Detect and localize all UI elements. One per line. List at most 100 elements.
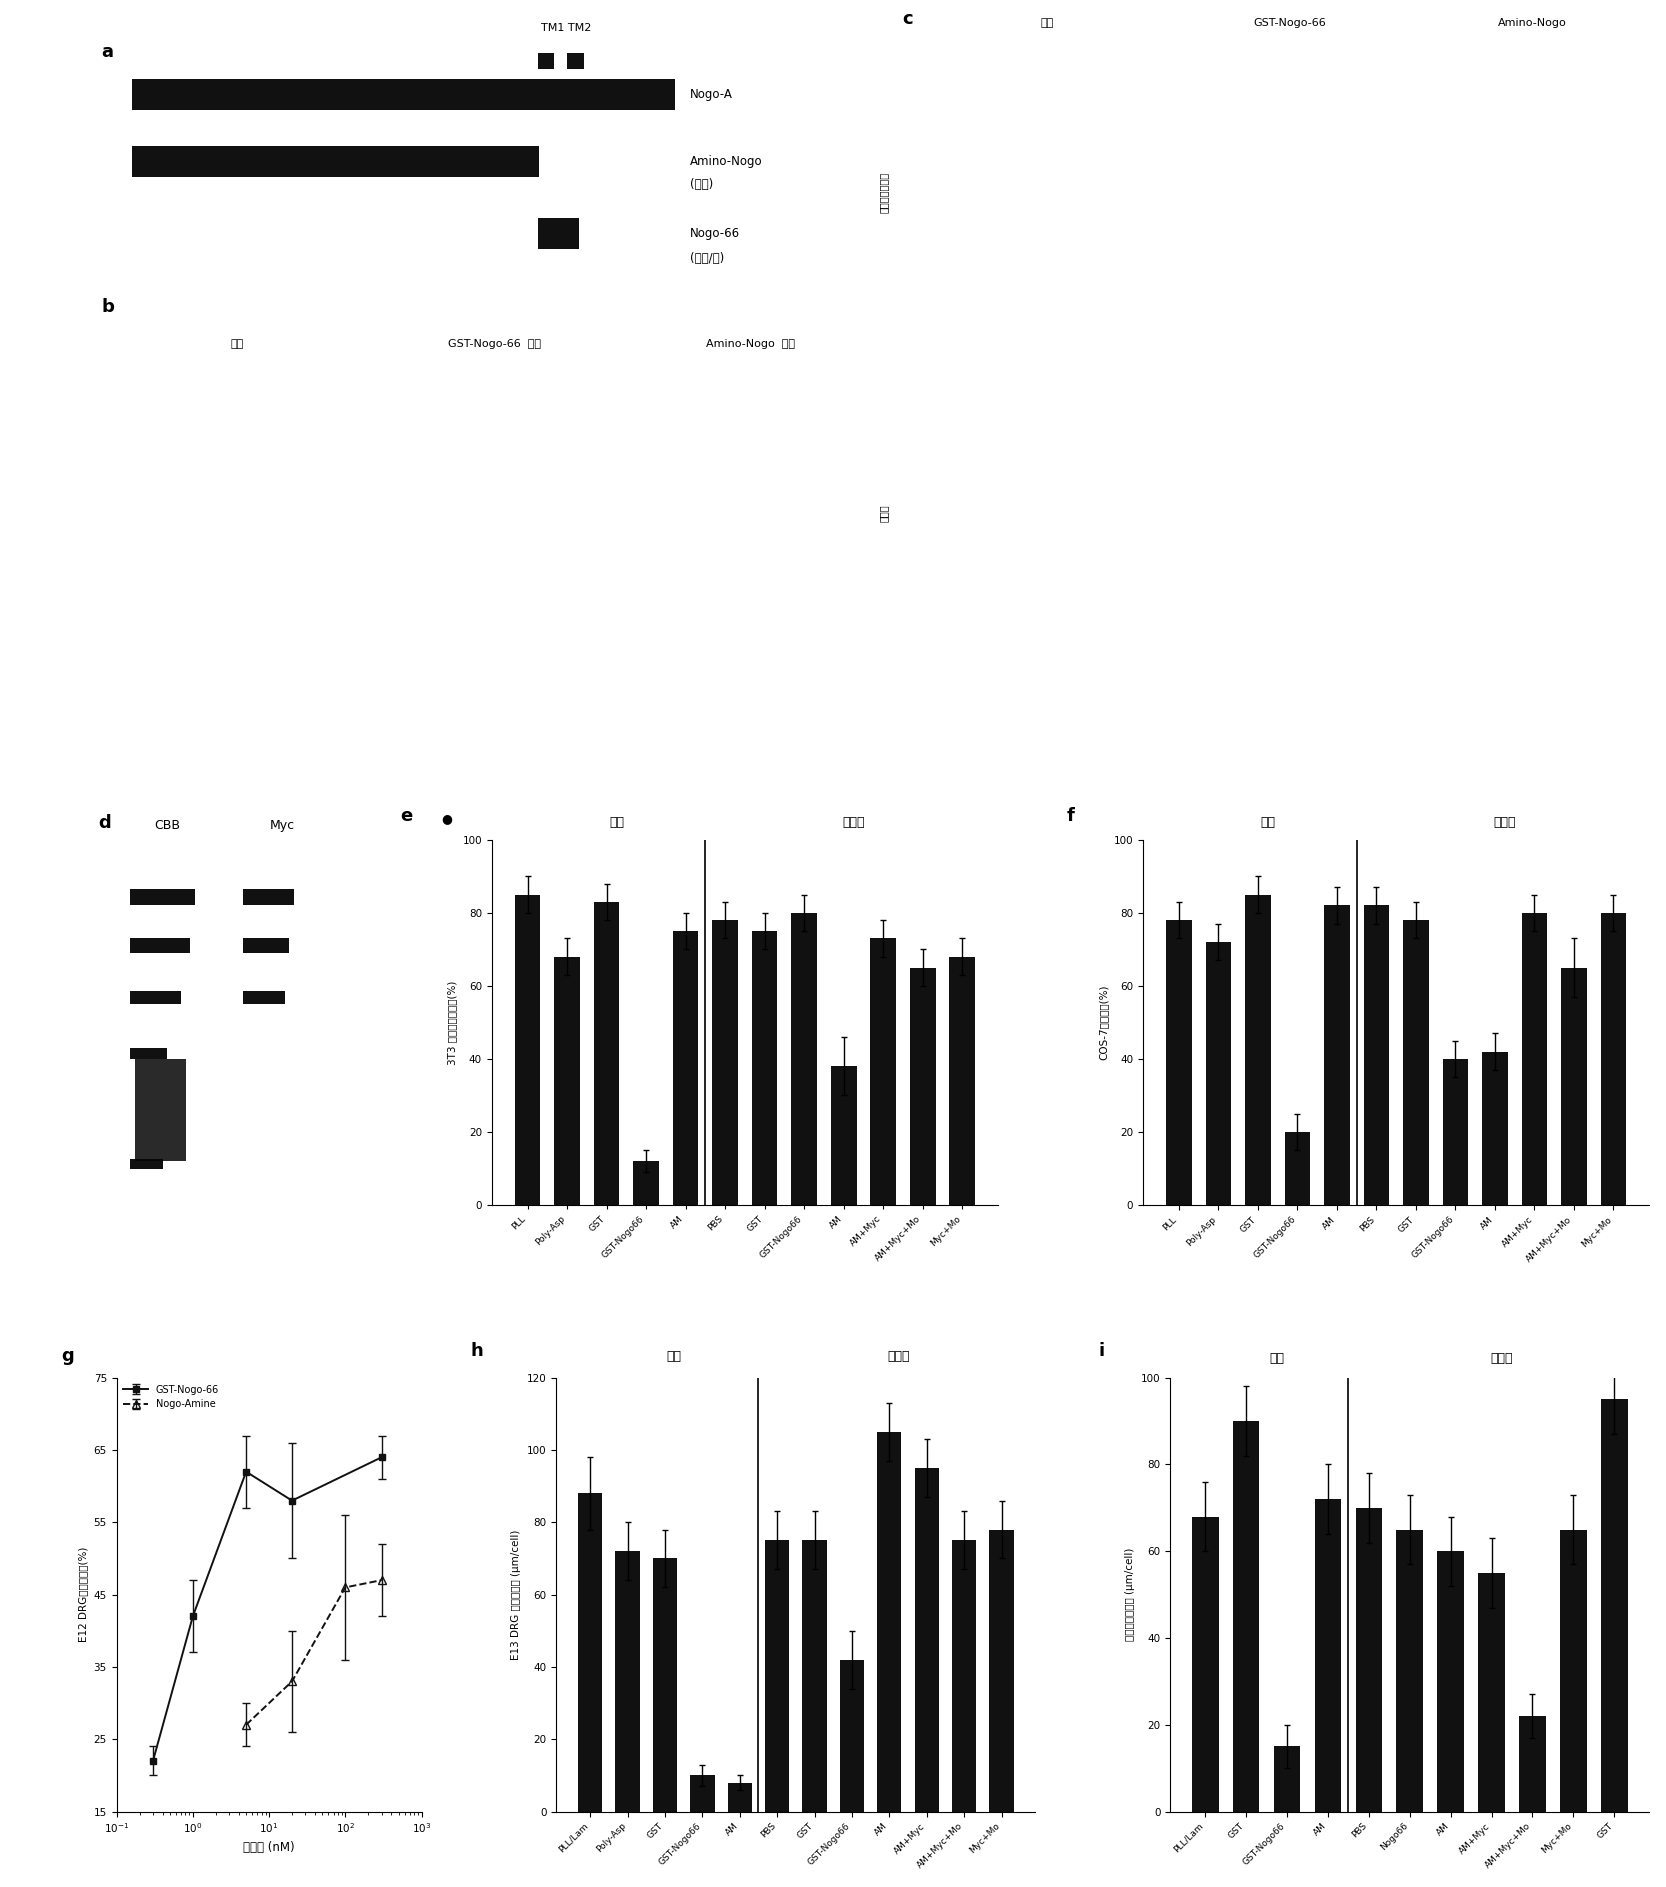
Text: Nogo-A: Nogo-A xyxy=(690,89,733,100)
Bar xyxy=(1274,1747,1301,1812)
Ellipse shape xyxy=(1549,417,1556,426)
Bar xyxy=(765,1540,790,1812)
Text: 可溶的: 可溶的 xyxy=(843,815,865,828)
Bar xyxy=(728,1783,751,1812)
Ellipse shape xyxy=(1083,415,1095,432)
Bar xyxy=(130,1159,163,1168)
Legend: GST-Nogo-66, Nogo-Amine: GST-Nogo-66, Nogo-Amine xyxy=(122,1383,220,1411)
Bar xyxy=(538,217,580,249)
Bar xyxy=(593,902,620,1206)
Ellipse shape xyxy=(950,409,1005,472)
Ellipse shape xyxy=(1518,398,1553,479)
Bar xyxy=(132,79,675,109)
Bar xyxy=(1438,1551,1464,1812)
Bar xyxy=(1245,894,1271,1206)
Bar xyxy=(243,991,285,1004)
Text: 可溶的: 可溶的 xyxy=(878,504,888,521)
Bar xyxy=(870,938,896,1206)
Text: g: g xyxy=(62,1347,75,1364)
Bar xyxy=(555,957,580,1206)
Ellipse shape xyxy=(1085,77,1095,89)
Ellipse shape xyxy=(1085,606,1098,623)
Text: i: i xyxy=(1098,1342,1105,1361)
Text: 表面: 表面 xyxy=(610,815,625,828)
Bar xyxy=(135,1059,185,1161)
Bar xyxy=(1443,1059,1468,1206)
Bar xyxy=(1559,1530,1586,1812)
Text: e: e xyxy=(400,808,413,825)
Text: (胞外/腔): (胞外/腔) xyxy=(690,253,725,266)
Ellipse shape xyxy=(1038,604,1066,640)
Text: TM1 TM2: TM1 TM2 xyxy=(540,23,591,32)
Bar xyxy=(1324,906,1349,1206)
Bar xyxy=(538,53,555,68)
Ellipse shape xyxy=(990,28,1023,136)
Bar xyxy=(1561,968,1586,1206)
Text: 可溶的: 可溶的 xyxy=(888,1351,910,1362)
Text: 对照: 对照 xyxy=(1041,19,1055,28)
Text: a: a xyxy=(102,43,113,60)
Ellipse shape xyxy=(1210,610,1284,693)
Text: Nogo-66: Nogo-66 xyxy=(690,226,740,240)
Bar xyxy=(878,1432,901,1812)
Bar xyxy=(690,1776,715,1812)
Bar xyxy=(1284,1132,1309,1206)
Ellipse shape xyxy=(998,426,1010,443)
Ellipse shape xyxy=(1349,451,1364,470)
Text: 表面: 表面 xyxy=(666,1351,681,1362)
Bar xyxy=(615,1551,640,1812)
Text: f: f xyxy=(1068,808,1075,825)
Ellipse shape xyxy=(1056,289,1070,306)
Bar xyxy=(831,1066,856,1206)
Bar xyxy=(243,889,293,906)
Ellipse shape xyxy=(1399,347,1459,426)
Ellipse shape xyxy=(1195,208,1246,281)
Text: GST-Nogo-66  表面: GST-Nogo-66 表面 xyxy=(448,340,540,349)
Ellipse shape xyxy=(1289,253,1298,264)
Bar xyxy=(243,938,290,953)
Text: ●: ● xyxy=(441,811,451,825)
Bar xyxy=(803,1540,826,1812)
Bar xyxy=(1363,906,1389,1206)
Bar xyxy=(950,957,975,1206)
Text: h: h xyxy=(470,1342,483,1361)
Ellipse shape xyxy=(1081,181,1090,191)
Bar xyxy=(840,1661,865,1812)
Bar xyxy=(751,930,778,1206)
Bar xyxy=(1314,1498,1341,1812)
Ellipse shape xyxy=(1593,355,1666,472)
Bar xyxy=(130,938,190,953)
Y-axis label: COS-7细胞扩散(%): COS-7细胞扩散(%) xyxy=(1098,985,1108,1060)
X-axis label: 蛋白质 (nM): 蛋白质 (nM) xyxy=(243,1840,295,1853)
Ellipse shape xyxy=(951,13,1011,96)
Bar xyxy=(130,991,182,1004)
Ellipse shape xyxy=(1056,219,1135,289)
Ellipse shape xyxy=(1076,276,1091,294)
Ellipse shape xyxy=(1215,219,1231,242)
Text: (胞质): (胞质) xyxy=(690,177,713,191)
Ellipse shape xyxy=(1105,79,1163,134)
Ellipse shape xyxy=(1443,543,1503,602)
Y-axis label: E12 DRG生长锥破坏(%): E12 DRG生长锥破坏(%) xyxy=(78,1547,88,1642)
Text: GST-Nogo-66: GST-Nogo-66 xyxy=(1253,19,1326,28)
Bar xyxy=(515,894,540,1206)
Bar xyxy=(1206,942,1231,1206)
Ellipse shape xyxy=(1036,153,1066,192)
Bar xyxy=(1356,1508,1383,1812)
Bar xyxy=(673,930,698,1206)
Ellipse shape xyxy=(1250,623,1263,642)
Bar xyxy=(915,1468,940,1812)
Bar xyxy=(951,1540,976,1812)
Bar xyxy=(260,889,278,906)
Text: CBB: CBB xyxy=(155,819,180,832)
Bar xyxy=(1191,1517,1218,1812)
Bar xyxy=(566,53,583,68)
Ellipse shape xyxy=(1468,457,1551,562)
Bar xyxy=(1478,1574,1504,1812)
Ellipse shape xyxy=(971,579,1048,683)
Ellipse shape xyxy=(961,542,973,557)
Bar xyxy=(633,1161,660,1206)
Bar xyxy=(1601,1400,1628,1812)
Ellipse shape xyxy=(1493,223,1504,240)
Ellipse shape xyxy=(1426,464,1443,487)
